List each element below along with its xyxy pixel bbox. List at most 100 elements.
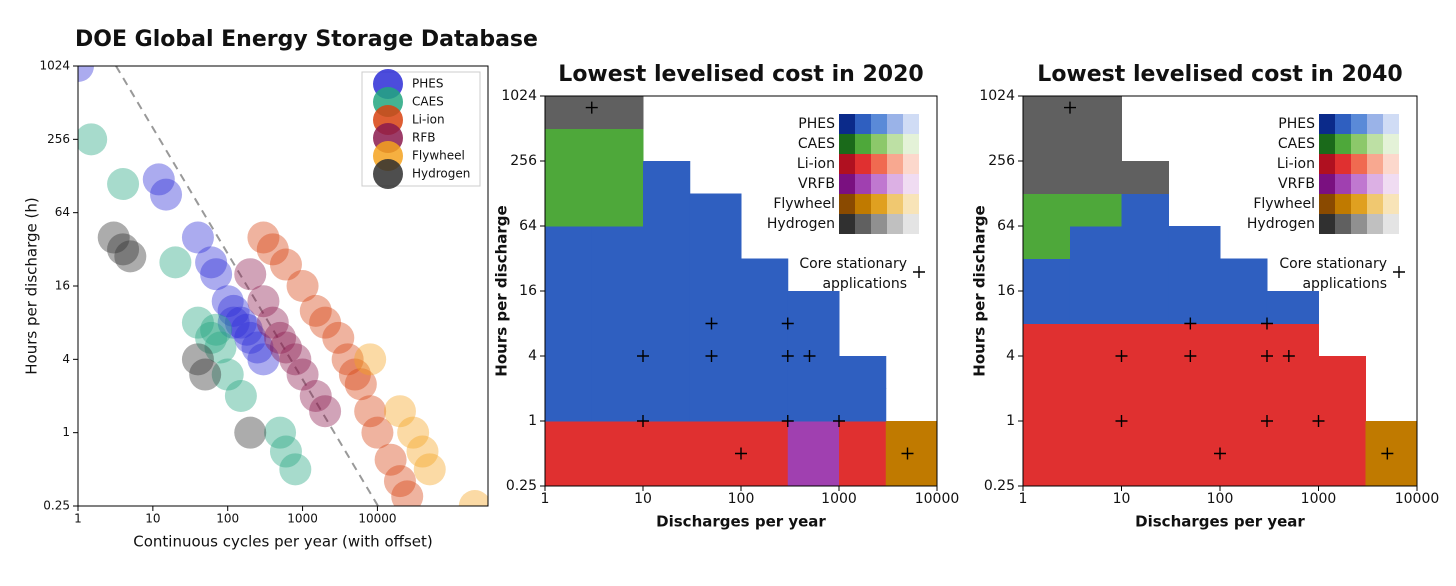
bubble xyxy=(195,246,228,279)
legend-label: VRFB xyxy=(1278,176,1315,192)
region-cell xyxy=(1069,161,1122,194)
region-cell xyxy=(1266,356,1319,389)
x-tick-label: 1 xyxy=(541,491,550,507)
bubble xyxy=(256,233,289,266)
region-cell xyxy=(545,356,593,389)
bubble xyxy=(150,178,183,211)
legend-swatch xyxy=(855,194,871,214)
bubble xyxy=(230,313,263,346)
application-cross xyxy=(1261,317,1273,330)
application-cross xyxy=(833,415,845,427)
y-tick-label: 1 xyxy=(528,413,537,429)
legend-swatch xyxy=(1319,114,1335,134)
legend-label: Li-ion xyxy=(1277,156,1315,172)
bubble xyxy=(309,306,342,339)
bubble xyxy=(181,343,214,376)
legend-swatch xyxy=(1367,214,1383,234)
y-tick-label: 4 xyxy=(528,348,537,364)
region-cell xyxy=(591,356,644,389)
bubble xyxy=(78,123,108,156)
legend-label: Flywheel xyxy=(412,149,465,163)
legend-swatch xyxy=(871,134,887,154)
bubble xyxy=(247,285,280,318)
x-axis-label: Discharges per year xyxy=(656,513,826,531)
region-cell xyxy=(1220,323,1268,357)
region-cell xyxy=(591,258,644,292)
region-cell xyxy=(1266,388,1319,422)
region-cell xyxy=(885,453,937,486)
region-cell xyxy=(1069,388,1122,422)
y-tick-label: 16 xyxy=(55,279,70,293)
bubble xyxy=(224,380,257,412)
bubble xyxy=(269,435,302,468)
legend-swatch xyxy=(1319,194,1335,214)
legend-label: Hydrogen xyxy=(412,167,470,181)
y-axis-label: Hours per discharge xyxy=(971,205,989,376)
region-cell xyxy=(1069,96,1122,129)
legend-swatch xyxy=(1319,174,1335,194)
application-cross xyxy=(1184,317,1197,330)
bubble xyxy=(241,331,274,364)
legend-swatch xyxy=(1319,214,1335,234)
region-cell xyxy=(741,323,789,357)
region-cell xyxy=(689,453,742,486)
bubble xyxy=(269,331,302,364)
application-cross xyxy=(1282,350,1295,362)
bubble xyxy=(264,416,297,449)
region-cell xyxy=(1121,388,1169,422)
application-cross xyxy=(585,101,598,114)
bubble xyxy=(374,443,407,476)
region-cell xyxy=(545,226,593,259)
legend-swatch xyxy=(1367,154,1383,174)
region-cell xyxy=(741,421,789,454)
legend-swatch xyxy=(903,174,919,194)
guide-line xyxy=(115,65,379,507)
legend-swatch xyxy=(1383,114,1399,134)
region-cell xyxy=(643,388,691,422)
legend-swatch xyxy=(839,174,855,194)
region-cell xyxy=(1069,226,1122,259)
region-cell xyxy=(545,96,593,129)
legend-swatch xyxy=(1335,214,1351,234)
region-cell xyxy=(591,323,644,357)
bubble xyxy=(195,321,228,354)
region-cell xyxy=(741,258,789,292)
application-cross xyxy=(1381,447,1394,460)
legend-swatch xyxy=(855,114,871,134)
y-tick-label: 64 xyxy=(55,205,70,219)
bubble xyxy=(234,258,267,291)
y-tick-label: 256 xyxy=(47,132,70,146)
legend-swatch xyxy=(871,174,887,194)
region-cell xyxy=(545,291,593,324)
region-cell xyxy=(1318,356,1366,389)
region-cell xyxy=(787,356,840,389)
bubble xyxy=(309,395,342,428)
legend-swatch xyxy=(887,214,903,234)
bubble xyxy=(159,246,192,279)
region-cell xyxy=(787,453,840,486)
region-cell xyxy=(1220,258,1268,292)
bubble xyxy=(97,221,130,254)
application-cross xyxy=(1115,415,1128,427)
bubble xyxy=(234,321,267,354)
legend-swatch xyxy=(855,134,871,154)
bubble xyxy=(181,221,214,254)
x-tick-label: 10 xyxy=(145,512,160,526)
region-cell xyxy=(741,356,789,389)
region-cell xyxy=(1121,193,1169,227)
application-cross xyxy=(901,447,914,460)
legend-swatch xyxy=(903,194,919,214)
x-tick-label: 10 xyxy=(634,491,652,507)
legend-swatch xyxy=(903,154,919,174)
legend-swatch xyxy=(1383,154,1399,174)
legend-swatch xyxy=(839,154,855,174)
application-cross xyxy=(781,317,794,330)
y-tick-label: 1024 xyxy=(979,88,1015,104)
legend-swatch xyxy=(1367,114,1383,134)
legend-swatch xyxy=(1319,154,1335,174)
legend-label: Flywheel xyxy=(773,196,835,212)
bubble xyxy=(247,221,280,254)
legend-label: CAES xyxy=(412,95,444,109)
region-cell xyxy=(1023,193,1071,227)
region-cell xyxy=(1168,291,1221,324)
